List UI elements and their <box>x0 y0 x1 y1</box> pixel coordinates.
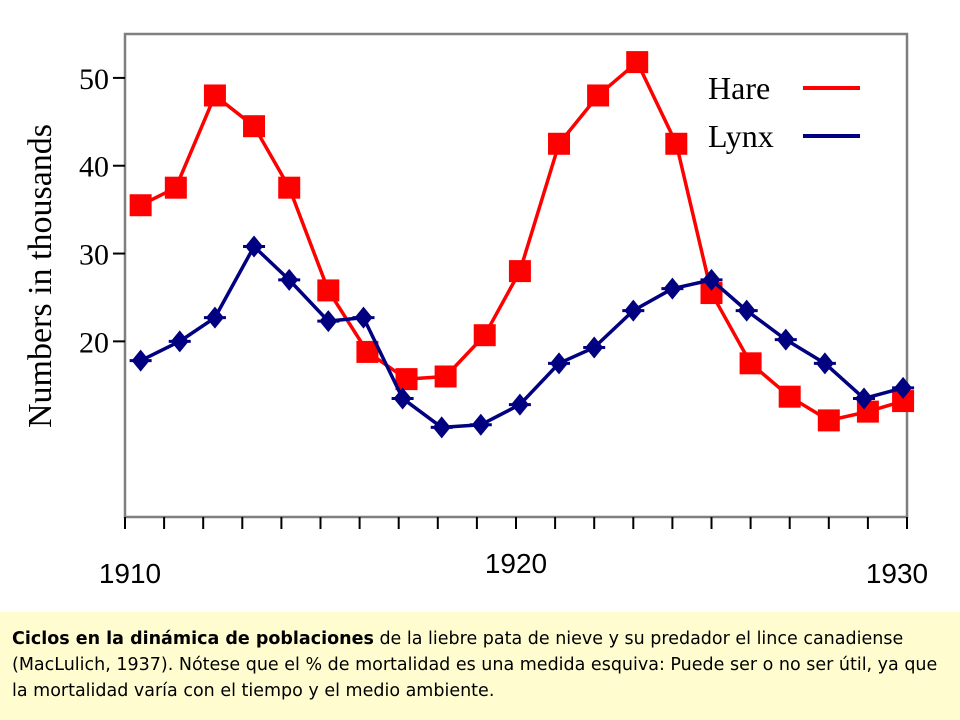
hare-point <box>665 132 688 155</box>
hare-point <box>778 385 801 408</box>
hare-point <box>356 340 379 363</box>
hare-point <box>164 176 187 199</box>
hare-point <box>548 132 571 155</box>
hare-point <box>508 260 531 283</box>
series-hare <box>129 51 915 432</box>
x-tick-label: 1920 <box>485 548 547 579</box>
hare-point <box>243 115 266 138</box>
y-tick-label: 20 <box>79 326 109 359</box>
y-tick-label: 50 <box>79 63 109 96</box>
y-axis-title: Numbers in thousands <box>22 124 59 428</box>
hare-point <box>278 176 301 199</box>
data-series <box>129 51 915 439</box>
hare-point <box>892 390 915 413</box>
x-tick-label: 1930 <box>866 558 928 589</box>
hare-point <box>434 365 457 388</box>
hare-point <box>395 368 418 391</box>
figure-caption: Ciclos en la dinámica de poblaciones de … <box>0 612 960 720</box>
x-tick-label: 1910 <box>99 558 161 589</box>
legend-label-lynx: Lynx <box>708 118 774 154</box>
hare-point <box>626 51 649 74</box>
legend-label-hare: Hare <box>708 70 770 106</box>
caption-title: Ciclos en la dinámica de poblaciones <box>12 629 374 649</box>
axis-labels: 20 30 40 50 1910 1920 1930 Numbers in thousands <box>22 63 928 589</box>
hare-point <box>473 324 496 347</box>
axis-ticks <box>113 76 908 529</box>
hare-point <box>203 84 226 107</box>
hare-point <box>587 84 610 107</box>
hare-point <box>317 279 340 302</box>
legend: Hare Lynx <box>708 70 860 154</box>
hare-point <box>739 352 762 375</box>
caption-text: de la liebre pata de nieve y su predador… <box>12 629 938 701</box>
y-tick-label: 40 <box>79 151 109 184</box>
series-lynx <box>129 235 915 439</box>
population-cycles-chart: 20 30 40 50 1910 1920 1930 Numbers in thousands… <box>22 32 928 589</box>
hare-point <box>817 409 840 432</box>
y-tick-label: 30 <box>79 239 109 272</box>
hare-point <box>700 282 723 305</box>
hare-point <box>129 194 152 217</box>
